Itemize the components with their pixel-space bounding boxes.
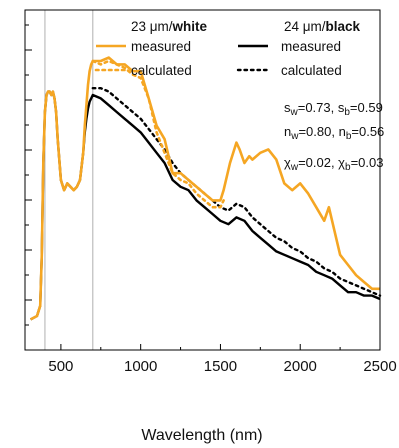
parameter-annotations: sw=0.73, sb=0.59 nw=0.80, nb=0.56 χw=0.0… [284, 100, 384, 173]
legend-label-black-calculated: calculated [281, 63, 342, 78]
series-white-measured-line [29, 56, 380, 321]
series-white-calculated-line [91, 59, 225, 209]
legend-title-white: 23 μm/white [131, 19, 208, 34]
legend-title-white-plain: 23 μm/ [131, 19, 173, 34]
x-tick-label-1000: 1000 [124, 358, 157, 375]
legend-title-black-plain: 24 μm/ [284, 19, 326, 34]
annotation-s-values: sw=0.73, sb=0.59 [284, 100, 383, 118]
legend-label-white-calculated: calculated [131, 63, 192, 78]
x-tick-label-2000: 2000 [284, 358, 317, 375]
legend: 23 μm/white 24 μm/black measured calcula… [94, 19, 361, 78]
series-black-calculated-line [91, 86, 382, 297]
legend-title-black: 24 μm/black [284, 19, 361, 34]
plot-frame [24, 9, 381, 351]
legend-label-white-measured: measured [131, 39, 191, 54]
annotation-chi-values: χw=0.02, χb=0.03 [284, 155, 383, 173]
legend-title-black-bold: black [326, 19, 361, 34]
x-tick-label-1500: 1500 [204, 358, 237, 375]
legend-label-black-measured: measured [281, 39, 341, 54]
x-axis-title: Wavelength (nm) [141, 427, 262, 444]
x-tick-label-2500: 2500 [363, 358, 396, 375]
axis-ticks-layer: 500 1000 1500 2000 2500 [25, 24, 397, 375]
chart-lines-layer [29, 10, 382, 350]
annotation-n-values: nw=0.80, nb=0.56 [284, 124, 384, 142]
x-tick-label-500: 500 [48, 358, 73, 375]
legend-title-white-bold: white [172, 19, 208, 34]
